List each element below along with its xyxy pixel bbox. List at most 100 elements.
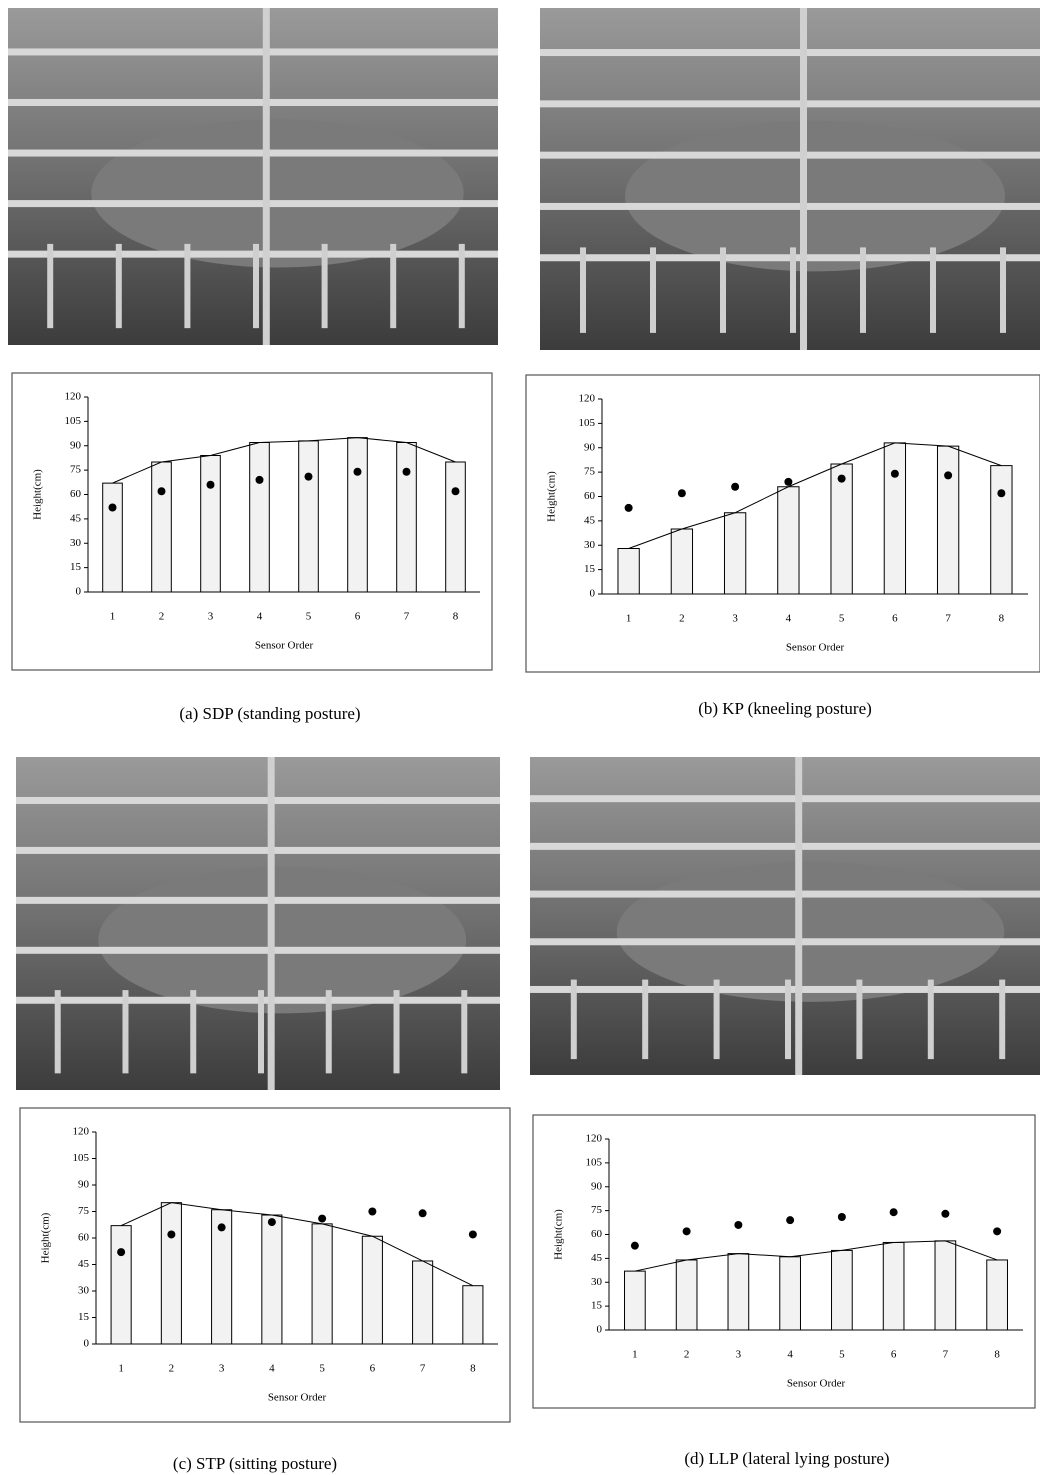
dot [217, 1223, 226, 1232]
dot [167, 1230, 176, 1239]
cage-post [54, 990, 61, 1074]
dot [117, 1248, 126, 1257]
bar [311, 1223, 333, 1345]
dot [734, 1220, 743, 1229]
bar [779, 1256, 801, 1331]
trend-line [634, 1240, 998, 1272]
y-tick-label: 0 [590, 588, 596, 600]
cage-bar [16, 896, 500, 904]
bar [990, 465, 1013, 595]
y-tick-label: 75 [591, 1204, 603, 1216]
y-tick-label: 45 [591, 1252, 603, 1264]
y-tick-label: 105 [586, 1156, 603, 1168]
bar [723, 512, 747, 595]
cage-bar [8, 98, 498, 106]
x-tick-label: 7 [420, 1363, 426, 1375]
dot [304, 472, 313, 481]
dot [108, 503, 117, 512]
x-tick-label: 4 [269, 1363, 275, 1375]
dot [353, 467, 362, 476]
cage-bar [530, 842, 1040, 850]
y-tick-label: 75 [78, 1205, 90, 1217]
cage-post [115, 243, 122, 329]
y-tick-label: 105 [73, 1152, 90, 1164]
caption: (c) STP (sitting posture) [173, 1454, 337, 1473]
x-tick-label: 4 [786, 613, 792, 625]
bar [670, 528, 694, 595]
y-tick-label: 90 [591, 1180, 603, 1192]
y-tick-label: 0 [84, 1338, 90, 1350]
cage-post [999, 979, 1006, 1060]
x-tick-label: 5 [839, 1349, 845, 1361]
cage-post [267, 757, 275, 1090]
cage-post [321, 243, 328, 329]
dot [318, 1214, 327, 1223]
dot [997, 489, 1006, 498]
x-tick-label: 2 [684, 1349, 690, 1361]
cage-post [258, 990, 264, 1074]
cage-post [253, 243, 259, 329]
y-axis-label: Height(cm) [32, 469, 44, 520]
bar [249, 442, 270, 593]
cage-bar [540, 100, 1040, 108]
cage-bar [16, 796, 500, 804]
x-tick-label: 8 [999, 613, 1005, 625]
y-tick-label: 120 [586, 1133, 603, 1145]
y-tick-label: 30 [584, 539, 596, 551]
bar [160, 1202, 182, 1345]
dot [206, 480, 215, 489]
y-tick-label: 30 [591, 1276, 603, 1288]
cage-post [262, 8, 270, 345]
dot [157, 487, 166, 496]
bar [445, 461, 466, 593]
x-tick-label: 6 [355, 611, 361, 623]
x-tick-label: 7 [404, 611, 410, 623]
x-tick-label: 1 [626, 613, 632, 625]
cage-post [184, 243, 191, 329]
cage-post [720, 247, 726, 333]
cage-post [795, 757, 803, 1075]
bar [412, 1260, 434, 1345]
bar [261, 1214, 283, 1345]
photo-animal [91, 119, 464, 268]
trend-line [120, 1202, 474, 1287]
dot [944, 471, 953, 480]
trend-line [628, 442, 1002, 549]
bar [347, 437, 368, 593]
dot [941, 1209, 950, 1218]
bar [624, 1270, 646, 1331]
cage-bar [8, 200, 498, 208]
cage-bar [16, 946, 500, 954]
x-axis-label: Sensor Order [255, 640, 314, 652]
bar [777, 486, 800, 595]
y-tick-label: 0 [76, 586, 82, 598]
y-tick-label: 120 [65, 391, 82, 403]
dot [731, 482, 740, 491]
x-tick-label: 6 [892, 613, 898, 625]
y-tick-label: 90 [584, 441, 596, 453]
x-tick-label: 4 [257, 611, 263, 623]
bar [830, 463, 853, 595]
x-tick-label: 3 [732, 613, 738, 625]
cage-post [461, 990, 468, 1074]
x-tick-label: 6 [370, 1363, 376, 1375]
bar [831, 1249, 853, 1331]
x-tick-label: 7 [943, 1349, 949, 1361]
x-tick-label: 8 [453, 611, 459, 623]
x-axis-label: Sensor Order [268, 1392, 327, 1404]
cage-post [1000, 247, 1006, 333]
dot [402, 467, 411, 476]
cage-post [860, 247, 866, 333]
dot [267, 1218, 276, 1227]
bar [986, 1259, 1008, 1331]
dot [890, 469, 899, 478]
y-tick-label: 45 [584, 514, 596, 526]
cage-post [122, 990, 129, 1074]
bar [617, 548, 640, 595]
y-tick-label: 90 [70, 439, 82, 451]
cage-post [47, 243, 54, 329]
dot [837, 1212, 846, 1221]
y-tick-label: 15 [584, 563, 596, 575]
dot [630, 1241, 639, 1250]
y-tick-label: 75 [584, 466, 596, 478]
